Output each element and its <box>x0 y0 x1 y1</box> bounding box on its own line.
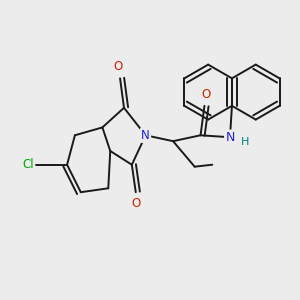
Text: N: N <box>141 129 150 142</box>
Text: O: O <box>202 88 211 100</box>
Text: H: H <box>241 137 249 147</box>
Text: N: N <box>225 131 235 144</box>
Text: O: O <box>113 60 123 73</box>
Text: Cl: Cl <box>22 158 34 171</box>
Text: O: O <box>131 197 140 211</box>
